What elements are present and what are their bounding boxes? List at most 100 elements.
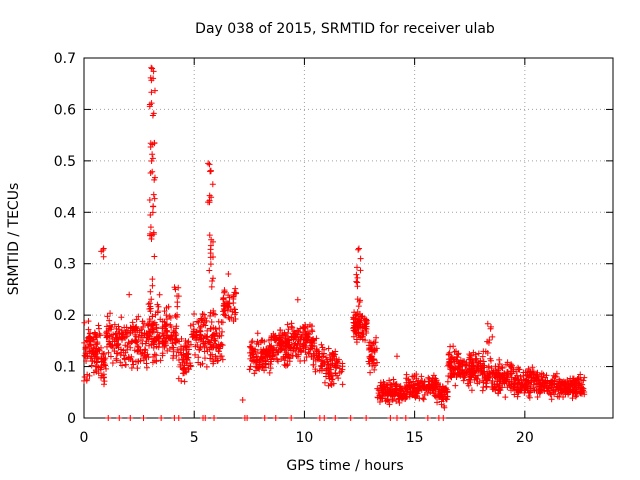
data-point — [581, 374, 588, 381]
data-point — [284, 321, 291, 328]
data-point — [117, 352, 124, 359]
data-point — [90, 336, 97, 343]
data-point — [544, 388, 551, 395]
data-point — [191, 351, 198, 358]
data-point — [484, 349, 491, 356]
data-point — [463, 369, 470, 376]
data-point — [194, 318, 201, 325]
data-point — [459, 362, 466, 369]
data-point — [218, 353, 225, 360]
data-point — [202, 340, 209, 347]
data-point — [268, 358, 275, 365]
data-point — [572, 393, 579, 400]
data-point — [146, 197, 153, 204]
data-point — [247, 343, 254, 350]
data-point — [105, 349, 112, 356]
data-point — [85, 326, 92, 333]
data-point — [182, 338, 189, 345]
data-point — [485, 363, 492, 370]
data-point — [455, 351, 462, 358]
data-point — [387, 415, 394, 421]
data-point — [440, 396, 447, 403]
data-point — [377, 379, 384, 386]
y-tick-label: 0.5 — [54, 154, 76, 170]
data-point — [232, 309, 239, 316]
data-point — [530, 375, 537, 382]
data-point — [484, 338, 491, 345]
data-point — [153, 325, 160, 332]
data-point — [420, 396, 427, 403]
data-point — [318, 341, 325, 348]
data-point — [253, 363, 260, 370]
data-point — [207, 312, 214, 319]
data-point — [190, 321, 197, 328]
data-point — [514, 393, 521, 400]
data-point — [151, 253, 158, 260]
data-point — [406, 393, 413, 400]
data-point — [109, 359, 116, 366]
data-point — [132, 337, 139, 344]
data-point — [113, 357, 120, 364]
data-point — [288, 415, 295, 421]
data-point — [103, 329, 110, 336]
data-point — [477, 360, 484, 367]
data-point — [168, 333, 175, 340]
data-point — [209, 278, 216, 285]
data-point — [115, 330, 122, 337]
data-point — [289, 324, 296, 331]
data-point — [175, 293, 182, 300]
data-point — [326, 369, 333, 376]
data-point — [203, 334, 210, 341]
data-point — [467, 371, 474, 378]
data-point — [571, 381, 578, 388]
data-point — [569, 395, 576, 402]
data-point — [122, 349, 129, 356]
data-point — [334, 359, 341, 366]
data-point — [112, 331, 119, 338]
data-point — [149, 359, 156, 366]
data-point — [177, 349, 184, 356]
data-point — [172, 325, 179, 332]
data-point — [256, 366, 263, 373]
data-point — [109, 344, 116, 351]
data-point — [118, 314, 125, 321]
data-point — [580, 387, 587, 394]
data-point — [100, 359, 107, 366]
data-point — [141, 346, 148, 353]
data-point — [153, 358, 160, 365]
data-point — [577, 371, 584, 378]
data-point — [248, 339, 255, 346]
data-point — [135, 358, 142, 365]
data-point — [203, 317, 210, 324]
data-point — [540, 379, 547, 386]
data-point — [469, 368, 476, 375]
data-point — [106, 323, 113, 330]
data-point — [228, 314, 235, 321]
data-point — [154, 329, 161, 336]
data-point — [147, 169, 154, 176]
data-point — [95, 370, 102, 377]
data-point — [455, 360, 462, 367]
data-point — [461, 358, 468, 365]
data-point — [419, 395, 426, 402]
data-point — [423, 386, 430, 393]
data-point — [507, 371, 514, 378]
data-point — [180, 370, 187, 377]
data-point — [355, 245, 362, 252]
data-point — [253, 353, 260, 360]
data-point — [155, 338, 162, 344]
data-point — [244, 415, 251, 421]
data-point — [551, 391, 558, 398]
data-point — [282, 346, 289, 353]
grid — [84, 58, 613, 418]
data-point — [371, 366, 378, 373]
data-point — [294, 327, 301, 334]
data-point — [410, 378, 417, 385]
data-point — [127, 356, 134, 363]
data-point — [328, 381, 335, 388]
data-point — [360, 329, 367, 336]
data-point — [183, 350, 190, 357]
data-point — [151, 140, 158, 147]
data-point — [105, 327, 112, 334]
data-point — [367, 369, 374, 376]
